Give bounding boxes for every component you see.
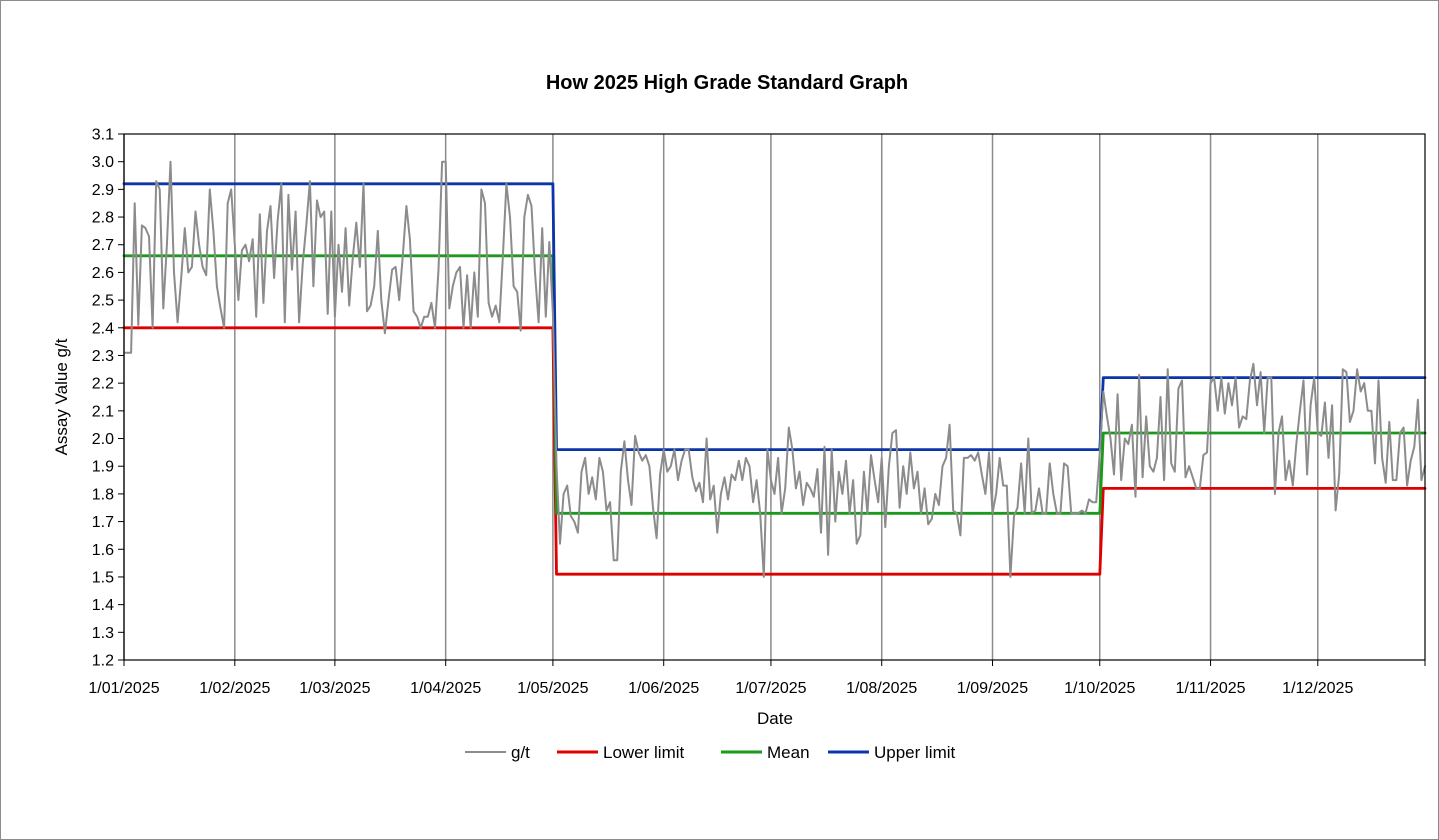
y-tick-label: 3.0 [92, 154, 114, 171]
x-tick-label: 1/12/2025 [1282, 680, 1353, 697]
y-tick-label: 3.1 [92, 127, 114, 144]
y-tick-label: 2.3 [92, 348, 114, 365]
legend: g/t Lower limit Mean Upper limit [465, 743, 956, 762]
y-tick-label: 1.9 [92, 459, 114, 476]
y-tick-label: 2.0 [92, 431, 114, 448]
y-tick-label: 1.5 [92, 569, 114, 586]
series-line-g-t [123, 160, 1426, 578]
y-tick-label: 2.8 [92, 210, 114, 227]
y-tick-label: 2.9 [92, 182, 114, 199]
x-tick-label: 1/11/2025 [1176, 680, 1246, 697]
y-tick-label: 1.6 [92, 542, 114, 559]
y-tick-label: 2.1 [92, 403, 114, 420]
series-line-lower-limit [122, 326, 1427, 576]
x-tick-label: 1/06/2025 [628, 680, 699, 697]
x-tick-label: 1/04/2025 [410, 680, 481, 697]
x-tick-label: 1/08/2025 [846, 680, 917, 697]
y-axis-ticks: 1.2 1.3 1.4 1.5 1.6 1.7 1.8 1.9 2.0 2.1 2.2 2.3 2.4 2… [92, 127, 124, 670]
y-tick-label: 1.8 [92, 486, 114, 503]
chart-title: How 2025 High Grade Standard Graph [546, 72, 908, 94]
legend-label: Upper limit [874, 743, 956, 762]
series-layer [122, 160, 1427, 578]
x-tick-label: 1/09/2025 [957, 680, 1028, 697]
y-tick-label: 2.7 [92, 237, 114, 254]
series-line-mean [122, 254, 1427, 515]
x-tick-label: 1/10/2025 [1064, 680, 1135, 697]
y-tick-label: 1.7 [92, 514, 114, 531]
y-tick-label: 2.2 [92, 376, 114, 393]
legend-label: g/t [511, 743, 530, 762]
y-tick-label: 2.4 [92, 320, 114, 337]
legend-label: Mean [767, 743, 810, 762]
y-tick-label: 1.2 [92, 653, 114, 670]
x-tick-label: 1/07/2025 [735, 680, 806, 697]
y-axis-label: Assay Value g/t [52, 338, 71, 455]
x-tick-label: 1/02/2025 [199, 680, 270, 697]
y-tick-label: 1.4 [92, 597, 114, 614]
x-axis-label: Date [757, 709, 793, 728]
x-axis-ticks: 1/01/2025 1/02/2025 1/03/2025 1/04/2025 1/05… [88, 660, 1426, 697]
x-tick-label: 1/03/2025 [299, 680, 370, 697]
x-tick-label: 1/01/2025 [88, 680, 159, 697]
y-tick-label: 1.3 [92, 625, 114, 642]
legend-label: Lower limit [603, 743, 685, 762]
plot-area-border [123, 133, 1426, 661]
series-line-upper-limit [122, 182, 1427, 452]
x-tick-label: 1/05/2025 [517, 680, 588, 697]
y-tick-label: 2.5 [92, 293, 114, 310]
y-tick-label: 2.6 [92, 265, 114, 282]
